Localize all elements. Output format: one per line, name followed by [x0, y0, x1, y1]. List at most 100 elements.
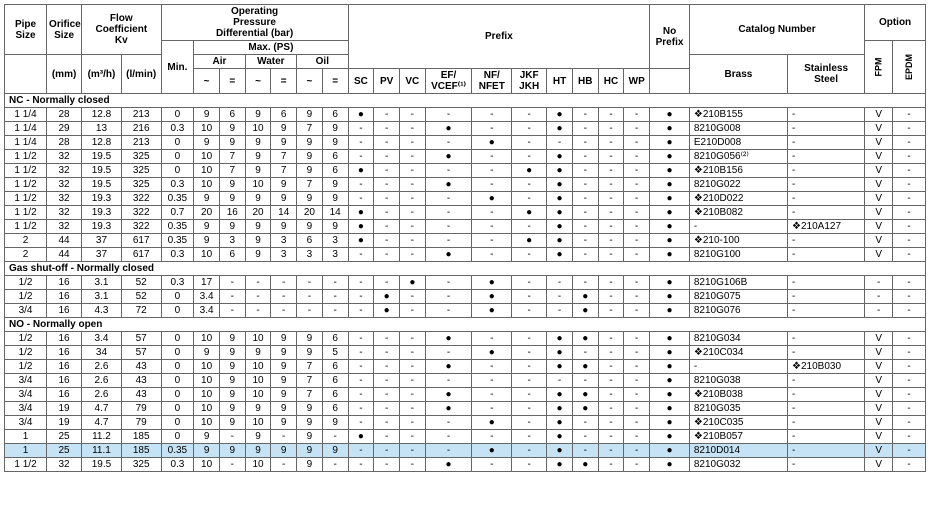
- cell-pv: -: [374, 374, 400, 388]
- cell-ss: -: [788, 430, 865, 444]
- cell-a2: 6: [219, 248, 245, 262]
- cell-nf: -: [472, 332, 512, 346]
- cell-jkf: -: [512, 458, 547, 472]
- cell-fpm: V: [865, 164, 893, 178]
- cell-pipe: 1 1/4: [5, 122, 47, 136]
- cell-a1: 10: [194, 122, 220, 136]
- cell-ht: -: [547, 374, 573, 388]
- cell-jkf: -: [512, 108, 547, 122]
- cell-a1: 3.4: [194, 290, 220, 304]
- cell-w1: 20: [245, 206, 271, 220]
- cell-ss: -: [788, 346, 865, 360]
- cell-pv: -: [374, 416, 400, 430]
- cell-ss: -: [788, 206, 865, 220]
- cell-lmin: 213: [121, 108, 161, 122]
- cell-jkf: -: [512, 360, 547, 374]
- cell-nf: ●: [472, 276, 512, 290]
- cell-nf: ●: [472, 136, 512, 150]
- cell-min: 0.7: [161, 206, 194, 220]
- cell-fpm: V: [865, 192, 893, 206]
- cell-lmin: 79: [121, 402, 161, 416]
- cell-a2: 9: [219, 122, 245, 136]
- cell-lmin: 43: [121, 374, 161, 388]
- cell-ht: ●: [547, 234, 573, 248]
- cell-hb: -: [572, 248, 598, 262]
- cell-min: 0: [161, 164, 194, 178]
- cell-fpm: V: [865, 346, 893, 360]
- cell-wp: -: [624, 276, 650, 290]
- cell-hb: -: [572, 220, 598, 234]
- cell-w1: 10: [245, 416, 271, 430]
- cell-np: ●: [650, 108, 690, 122]
- cell-ss: -: [788, 374, 865, 388]
- h-brass: Brass: [689, 55, 787, 94]
- cell-w2: 9: [271, 332, 297, 346]
- cell-vc: -: [399, 248, 425, 262]
- cell-o1: 9: [297, 430, 323, 444]
- cell-wp: -: [624, 430, 650, 444]
- cell-a2: 9: [219, 374, 245, 388]
- cell-wp: -: [624, 206, 650, 220]
- cell-min: 0.35: [161, 192, 194, 206]
- cell-min: 0: [161, 332, 194, 346]
- table-row: 12511.218509-9-9-●-----●---●❖210B057-V-: [5, 430, 926, 444]
- cell-hb: -: [572, 150, 598, 164]
- cell-pipe: 1: [5, 430, 47, 444]
- cell-sc: -: [348, 388, 374, 402]
- cell-hc: -: [598, 332, 624, 346]
- cell-hc: -: [598, 360, 624, 374]
- cell-ht: ●: [547, 444, 573, 458]
- cell-fpm: V: [865, 248, 893, 262]
- cell-nf: ●: [472, 346, 512, 360]
- cell-nf: -: [472, 374, 512, 388]
- cell-fpm: V: [865, 444, 893, 458]
- cell-vc: -: [399, 108, 425, 122]
- cell-epdm: -: [893, 304, 926, 318]
- cell-o1: 9: [297, 136, 323, 150]
- cell-a1: 10: [194, 402, 220, 416]
- cell-o1: 9: [297, 220, 323, 234]
- cell-pipe: 1 1/2: [5, 192, 47, 206]
- cell-ef: -: [425, 430, 472, 444]
- cell-a2: 9: [219, 360, 245, 374]
- cell-ht: ●: [547, 416, 573, 430]
- cell-epdm: -: [893, 108, 926, 122]
- cell-lmin: 185: [121, 430, 161, 444]
- cell-ht: ●: [547, 178, 573, 192]
- cell-o1: 9: [297, 150, 323, 164]
- cell-orf: 28: [47, 108, 82, 122]
- cell-sc: -: [348, 178, 374, 192]
- cell-vc: -: [399, 444, 425, 458]
- cell-w2: 3: [271, 234, 297, 248]
- cell-sc: ●: [348, 234, 374, 248]
- cell-a2: -: [219, 304, 245, 318]
- cell-ht: -: [547, 136, 573, 150]
- cell-a2: 9: [219, 220, 245, 234]
- cell-min: 0.3: [161, 178, 194, 192]
- cell-hb: -: [572, 178, 598, 192]
- cell-ss: -: [788, 290, 865, 304]
- cell-w1: 9: [245, 444, 271, 458]
- cell-wp: -: [624, 122, 650, 136]
- h-mm: (mm): [47, 55, 82, 94]
- cell-w2: 6: [271, 108, 297, 122]
- cell-o1: 7: [297, 360, 323, 374]
- cell-ef: -: [425, 416, 472, 430]
- cell-ht: ●: [547, 150, 573, 164]
- cell-vc: -: [399, 332, 425, 346]
- cell-wp: -: [624, 444, 650, 458]
- cell-jkf: ●: [512, 234, 547, 248]
- cell-np: ●: [650, 122, 690, 136]
- cell-ss: -: [788, 248, 865, 262]
- cell-sc: -: [348, 444, 374, 458]
- cell-fpm: V: [865, 234, 893, 248]
- cell-ss: -: [788, 192, 865, 206]
- cell-w2: 14: [271, 206, 297, 220]
- cell-m3h: 19.5: [82, 458, 122, 472]
- cell-hc: -: [598, 346, 624, 360]
- cell-ss: -: [788, 234, 865, 248]
- cell-pv: -: [374, 122, 400, 136]
- cell-hc: -: [598, 276, 624, 290]
- cell-ef: ●: [425, 402, 472, 416]
- cell-sc: -: [348, 402, 374, 416]
